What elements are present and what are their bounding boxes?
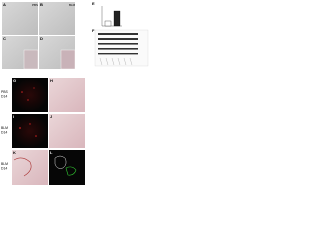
inset-label: BLM [69,3,76,7]
panel-letter: C [3,36,6,41]
micrograph [39,2,75,35]
green-signal [65,166,77,176]
panel-letter: A [3,2,6,7]
stain-region [13,157,32,177]
fluorescence-image [12,114,48,148]
histology-image [49,78,85,112]
blot-lane-labels [99,57,133,66]
page: {"panels":["A","B","C","D","E","F","G","… [1,1,149,185]
row-label: D14 [1,130,7,134]
row-label: D14 [1,166,7,170]
panel-letter: E [92,1,95,6]
panel-letter: B [40,2,43,7]
panel-letter: J [50,114,52,119]
panel-letter: G [13,78,16,83]
row-label: BLM [1,162,8,166]
histology-image [49,114,85,148]
row-label: PBS [1,90,9,94]
red-signal [19,87,37,137]
row-label: D14 [1,94,7,98]
bar [113,10,121,27]
panel-letter: F [92,28,95,33]
micrograph [2,2,38,35]
blot-bands [98,33,138,55]
panel-letter: D [40,36,43,41]
bar [104,20,112,27]
inset [23,49,39,70]
inset [60,49,76,70]
histology-image [12,150,48,185]
panel-letter: K [13,150,16,155]
panel-letter: L [50,150,53,155]
inset-label: PBS [32,3,38,7]
row-label: BLM [1,126,8,130]
fluorescence-image [12,78,48,112]
panel-letter: H [50,78,53,83]
outline [54,155,67,169]
panel-letter: I [13,114,14,119]
